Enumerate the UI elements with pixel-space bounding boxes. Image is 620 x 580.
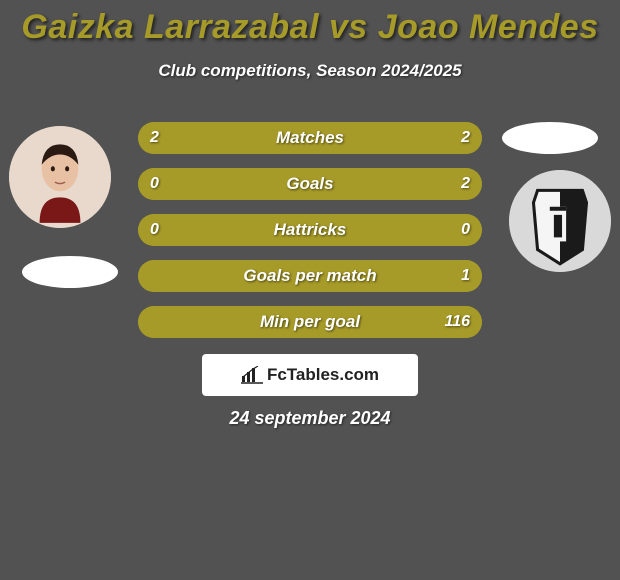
stat-row: 00Hattricks: [138, 214, 482, 246]
club-crest-icon: [509, 170, 611, 272]
player-left-avatar: [9, 126, 111, 228]
brand-label: FcTables.com: [267, 365, 379, 385]
stat-row: 1Goals per match: [138, 260, 482, 292]
stat-label: Hattricks: [138, 214, 482, 246]
page-title: Gaizka Larrazabal vs Joao Mendes: [0, 0, 620, 47]
player-right-crest: [509, 170, 611, 272]
stat-row: 116Min per goal: [138, 306, 482, 338]
stat-row: 22Matches: [138, 122, 482, 154]
player-headshot-icon: [9, 126, 111, 228]
stat-label: Goals per match: [138, 260, 482, 292]
stat-label: Min per goal: [138, 306, 482, 338]
stat-label: Goals: [138, 168, 482, 200]
subtitle: Club competitions, Season 2024/2025: [0, 61, 620, 81]
comparison-card: Gaizka Larrazabal vs Joao Mendes Club co…: [0, 0, 620, 580]
player-left-club-badge: [22, 256, 118, 288]
stat-label: Matches: [138, 122, 482, 154]
player-right-club-badge: [502, 122, 598, 154]
stats-bars: 22Matches 02Goals 00Hattricks 1Goals per ma…: [138, 122, 482, 352]
bars-icon: [241, 366, 263, 384]
date-label: 24 september 2024: [0, 408, 620, 429]
brand-box: FcTables.com: [202, 354, 418, 396]
stat-row: 02Goals: [138, 168, 482, 200]
